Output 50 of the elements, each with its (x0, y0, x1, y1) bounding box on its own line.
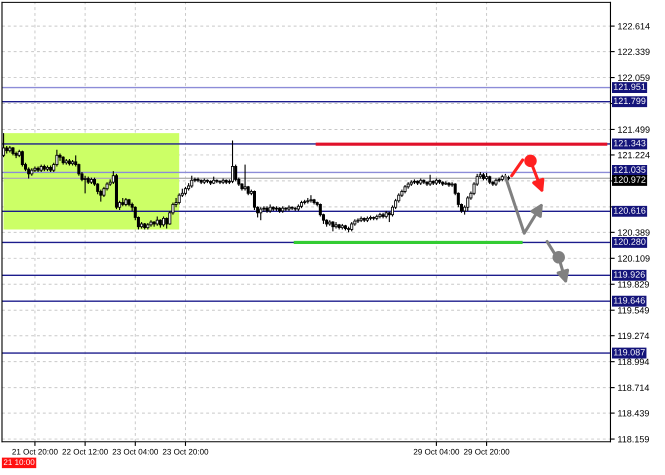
y-tick-label: 122.059 (618, 74, 650, 81)
candlestick (84, 175, 87, 194)
x-tick-label: 23 Oct 04:00 (112, 448, 158, 455)
candlestick (102, 186, 106, 198)
ref-line-label: 121.343 (614, 140, 646, 146)
y-tick-label: 118.714 (618, 384, 650, 391)
y-tick-label: 118.994 (618, 358, 650, 366)
candlestick (27, 166, 30, 180)
ref-line-label: 120.280 (614, 238, 646, 245)
y-tick-label: 121.499 (618, 126, 650, 133)
candlestick (388, 211, 391, 223)
y-tick-label: 121.224 (618, 152, 650, 158)
ref-line-label: 119.087 (614, 349, 645, 356)
candlestick (306, 197, 310, 204)
candlestick (20, 150, 24, 167)
candlestick (231, 140, 234, 184)
y-tick-label: 119.274 (618, 332, 650, 340)
x-tick-label: 22 Oct 12:00 (62, 448, 108, 455)
ref-line-label: 121.799 (614, 98, 646, 104)
y-tick-label: 118.159 (618, 436, 649, 442)
y-tick-label: 119.829 (618, 281, 649, 288)
ref-line-label: 121.035 (614, 166, 646, 173)
y-tick-label: 119.549 (618, 307, 649, 314)
candlestick (234, 164, 238, 182)
x-tick-label: 29 Oct 04:00 (414, 448, 460, 455)
candlestick (259, 206, 262, 221)
x-tick-label: 23 Oct 20:00 (162, 448, 208, 455)
candlestick (331, 220, 334, 232)
candlestick (244, 164, 247, 192)
y-tick-label: 118.439 (618, 410, 649, 416)
y-tick-label: 120.109 (618, 255, 650, 262)
y-tick-label: 122.614 (618, 23, 650, 30)
candlestick (178, 192, 181, 206)
candlestick (162, 216, 166, 228)
x-tick-label: 29 Oct 20:00 (464, 448, 510, 455)
ref-line-label: 121.951 (614, 84, 646, 90)
candlestick (190, 175, 194, 188)
x-tick-label: 21 Oct 20:00 (12, 448, 58, 455)
y-tick-label: 120.389 (618, 229, 650, 236)
ref-line-label: 119.646 (614, 297, 645, 304)
candlestick (350, 222, 354, 232)
candlestick (156, 216, 159, 226)
candlestick (428, 174, 432, 186)
ref-line-label: 120.616 (614, 207, 646, 214)
ref-line-label: 120.972 (614, 176, 646, 183)
text: 21 10:00 (4, 459, 34, 466)
candlestick (466, 196, 470, 212)
ref-line-label: 119.926 (614, 271, 645, 278)
y-tick-label: 122.339 (618, 48, 650, 55)
candlestick (165, 216, 168, 230)
